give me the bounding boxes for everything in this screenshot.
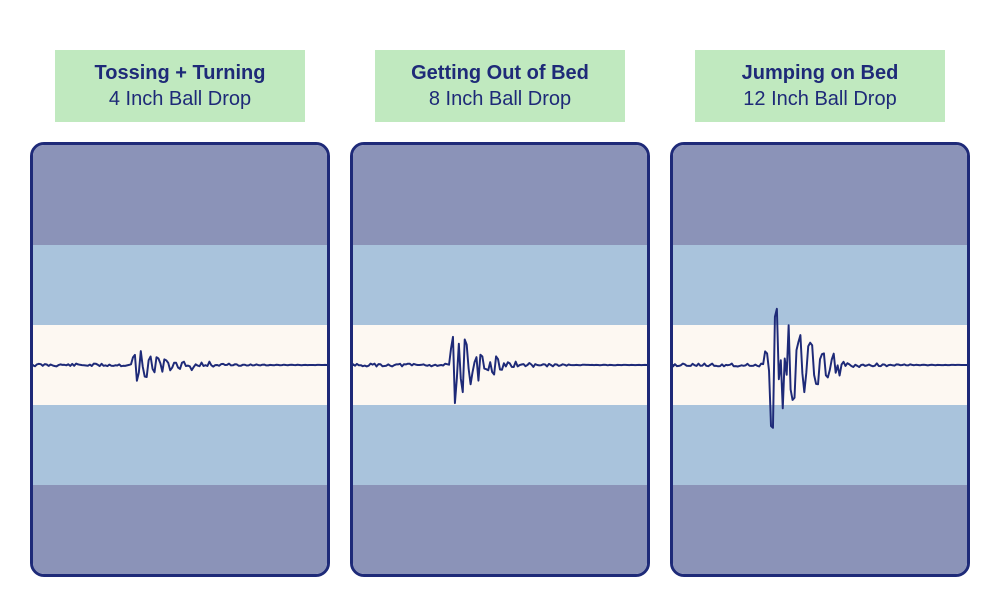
mattress-layer-center [353,325,647,405]
mattress-layer-center [33,325,327,405]
mattress-panel [30,142,330,577]
panel-col-0: Tossing + Turning 4 Inch Ball Drop [30,50,330,577]
label-subtitle: 12 Inch Ball Drop [713,86,927,112]
seismograph-wave [673,265,967,465]
mattress-layer-top [33,145,327,245]
mattress-layer-top [353,145,647,245]
mattress-panel [670,142,970,577]
mattress-layer-bottom [353,485,647,577]
label-subtitle: 4 Inch Ball Drop [73,86,287,112]
label-box: Jumping on Bed 12 Inch Ball Drop [695,50,945,122]
mattress-layer-top [673,145,967,245]
label-title: Tossing + Turning [73,60,287,86]
mattress-panel [350,142,650,577]
mattress-layer-center [673,325,967,405]
mattress-layer-bottom [33,485,327,577]
panel-col-1: Getting Out of Bed 8 Inch Ball Drop [350,50,650,577]
label-subtitle: 8 Inch Ball Drop [393,86,607,112]
mattress-layer-bottom [673,485,967,577]
panel-col-2: Jumping on Bed 12 Inch Ball Drop [670,50,970,577]
label-box: Tossing + Turning 4 Inch Ball Drop [55,50,305,122]
seismograph-wave [353,265,647,465]
seismograph-wave [33,265,327,465]
label-title: Jumping on Bed [713,60,927,86]
label-title: Getting Out of Bed [393,60,607,86]
label-box: Getting Out of Bed 8 Inch Ball Drop [375,50,625,122]
